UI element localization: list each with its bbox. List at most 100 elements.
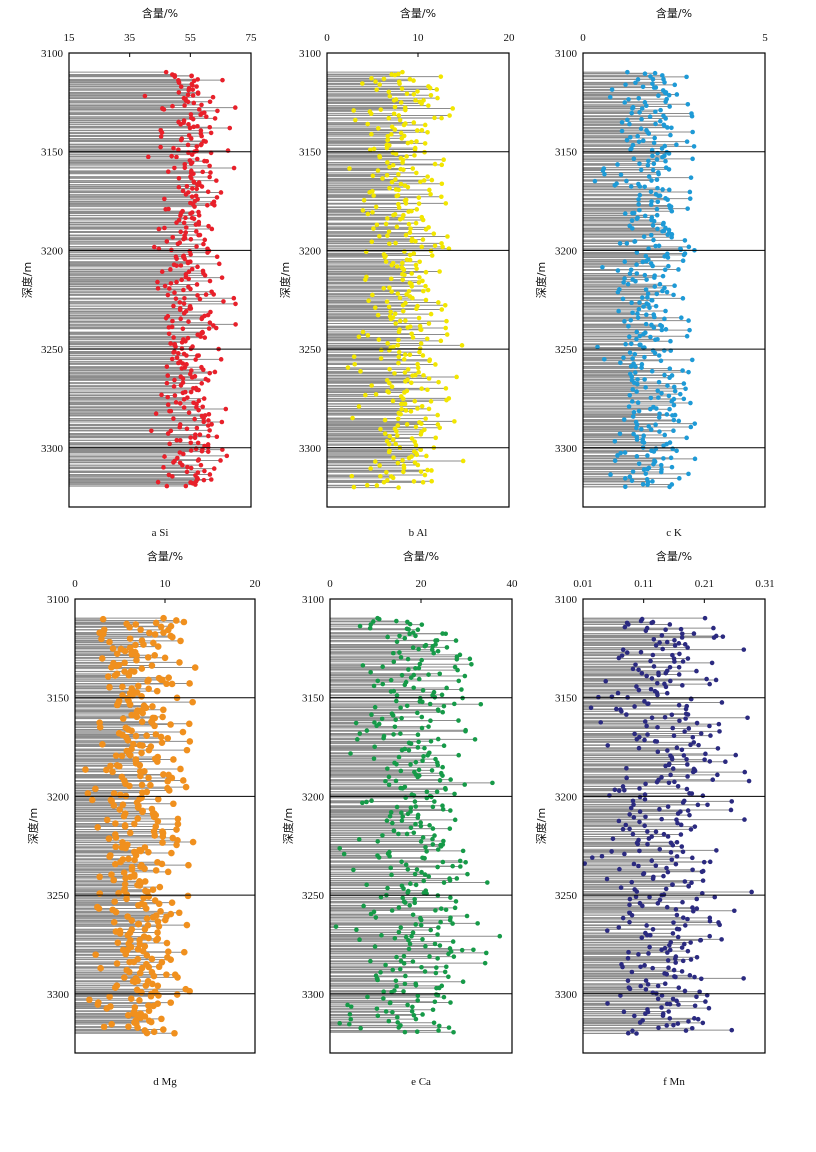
data-point [406,946,412,952]
data-point [185,260,191,266]
data-point [398,181,404,187]
data-point [440,859,446,865]
data-point [445,234,450,239]
data-point [651,664,657,669]
data-point [633,80,638,86]
y-axis-title: 深度/m [534,262,548,298]
data-point [650,223,656,228]
data-point [607,94,613,100]
data-point [375,126,381,131]
data-point [394,693,400,698]
data-point [425,129,430,135]
data-point [413,665,418,671]
data-point [394,984,399,989]
data-point [652,135,657,141]
data-point [116,806,124,813]
data-point [472,737,478,742]
data-point [624,650,630,655]
data-point [684,333,690,339]
data-point [383,221,389,227]
data-point [397,318,403,324]
data-point [170,800,177,808]
data-point [612,458,618,463]
data-point [163,207,168,212]
data-point [423,844,428,850]
data-point [669,857,675,862]
data-point [385,478,390,483]
data-point [404,154,409,159]
data-point [138,989,145,996]
data-point [646,246,651,252]
data-point [176,184,182,190]
data-point [629,300,634,306]
data-point [692,824,698,829]
data-point [188,448,194,453]
data-point [411,793,417,798]
data-point [412,398,418,404]
data-point [652,70,658,76]
data-point [439,181,445,187]
data-point [375,168,381,173]
data-point [190,87,196,92]
data-point [381,285,387,291]
data-point [207,320,213,325]
data-point [390,475,396,481]
data-point [640,481,646,487]
data-point [395,1020,400,1025]
data-point [432,243,438,249]
data-point [192,416,197,422]
data-point [231,165,237,171]
y-tick-label: 3150 [299,147,322,159]
data-point [400,260,405,266]
data-point [181,405,187,410]
data-point [194,84,199,89]
data-point [196,407,201,413]
data-point [644,258,649,264]
data-point [173,841,180,849]
data-point [686,244,692,250]
data-point [194,387,200,393]
data-point [685,206,690,211]
data-point [387,366,392,372]
data-point [348,751,353,756]
data-point [681,396,687,402]
data-point [641,440,647,445]
data-point [380,833,385,838]
data-point [451,954,457,959]
plot-frame [68,52,252,508]
data-point [348,1004,354,1009]
y-tick-label: 3100 [41,48,64,60]
data-point [374,483,380,488]
data-point [741,647,747,652]
data-point [373,204,379,210]
data-point [698,731,704,736]
data-point [396,172,401,177]
data-point [653,829,659,834]
data-point [666,151,672,156]
data-point [685,774,690,779]
data-point [357,623,363,629]
data-point [655,185,660,191]
data-point [188,112,194,117]
data-point [683,386,688,392]
data-point [665,383,670,388]
data-point [666,92,672,98]
data-point [374,723,379,729]
data-point [637,786,642,791]
data-point [654,779,660,785]
data-point [618,360,623,366]
data-point [672,283,677,289]
data-point [153,411,159,416]
data-point [643,321,649,327]
data-point [395,342,401,348]
data-point [648,406,653,412]
data-point [137,1014,145,1021]
data-point [117,791,124,799]
data-point [416,676,422,682]
data-point [405,811,411,817]
data-point [356,404,362,409]
data-point [156,883,164,891]
data-point [399,715,404,721]
data-point [368,911,374,917]
data-point [415,406,420,411]
